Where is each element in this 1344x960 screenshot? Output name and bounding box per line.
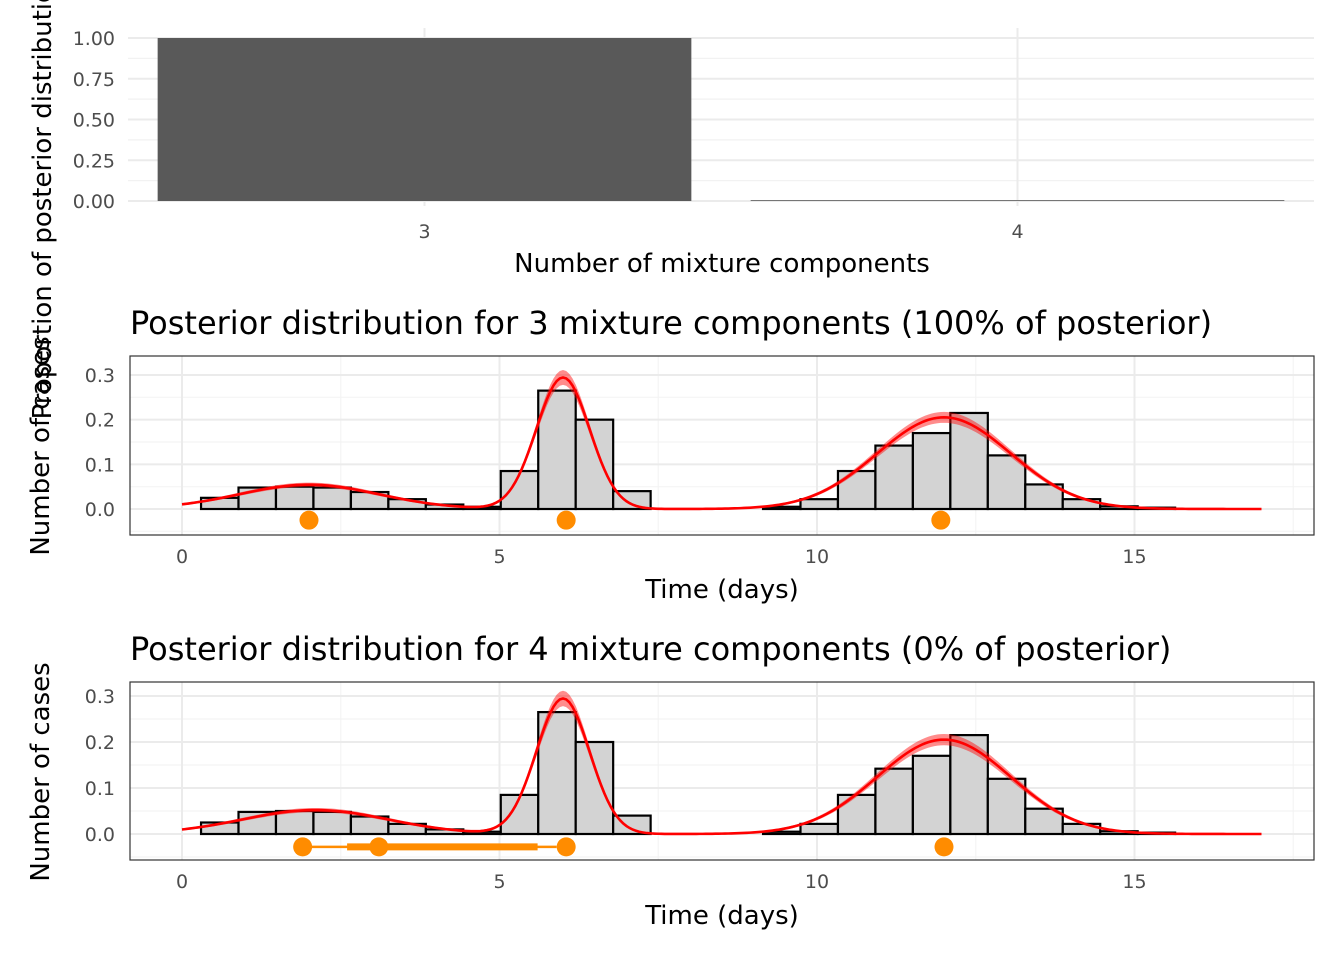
histogram-bar (799, 822, 840, 836)
histogram-bar (274, 485, 315, 511)
histogram-bar (312, 486, 353, 511)
posterior-4-components-panel: Posterior distribution for 4 mixture com… (26, 630, 1315, 931)
panel-4-title: Posterior distribution for 4 mixture com… (130, 630, 1171, 668)
peak-marker (931, 510, 951, 530)
x-tick-label: 3 (418, 221, 430, 243)
panel-4-x-ticks: 0 5 10 15 (176, 871, 1147, 893)
peak-marker (369, 837, 389, 857)
y-tick-label: 0.25 (73, 150, 115, 172)
histogram-bar (499, 793, 540, 836)
posterior-3-components-panel: Posterior distribution for 3 mixture com… (26, 304, 1315, 605)
histogram-bar (612, 814, 652, 836)
y-tick-label: 1.00 (73, 28, 115, 50)
histogram-bar (1024, 483, 1064, 511)
histogram-bar (1024, 807, 1064, 836)
x-tick-label: 5 (493, 871, 505, 893)
panel-3-border (129, 355, 1315, 536)
y-tick-label: 0.3 (85, 686, 115, 708)
panel-4-x-axis-title: Time (days) (644, 901, 799, 931)
y-tick-label: 0.0 (85, 499, 115, 521)
panel-4-y-ticks: 0.0 0.1 0.2 0.3 (85, 686, 115, 846)
panel-3-density (181, 369, 1262, 511)
y-tick-label: 0.0 (85, 824, 115, 846)
density-line (181, 376, 1262, 511)
x-tick-label: 10 (805, 871, 829, 893)
panel-4-border (129, 681, 1315, 861)
x-tick-label: 15 (1122, 546, 1146, 568)
y-tick-label: 0.00 (73, 191, 115, 213)
panel-3-markers (299, 510, 951, 530)
panel-4-y-axis-title: Number of cases (26, 662, 56, 881)
x-tick-label: 0 (176, 871, 188, 893)
bar-chart-bars (157, 38, 1285, 201)
histogram-bar (312, 810, 353, 836)
y-tick-label: 0.50 (73, 110, 115, 132)
y-tick-label: 0.1 (85, 778, 115, 800)
panel-4-density (181, 690, 1262, 836)
y-tick-label: 0.3 (85, 365, 115, 387)
bar-4 (750, 200, 1285, 201)
panel-3-x-ticks: 0 5 10 15 (176, 546, 1147, 568)
y-tick-label: 0.2 (85, 732, 115, 754)
histogram-bar (874, 767, 914, 836)
histogram-bar (574, 418, 615, 511)
panel-4-markers (293, 837, 954, 857)
panel-3-y-ticks: 0.0 0.1 0.2 0.3 (85, 365, 115, 521)
y-tick-label: 0.75 (73, 69, 115, 91)
peak-marker (293, 837, 313, 857)
bar-chart-y-ticks: 0.00 0.25 0.50 0.75 1.00 (73, 28, 115, 213)
bar-3 (157, 38, 692, 201)
peak-marker (556, 510, 576, 530)
histogram-bar (911, 754, 952, 836)
peak-marker (299, 510, 319, 530)
bar-chart-y-axis-title: Proportion of posterior distribution (28, 0, 58, 419)
histogram-bar (986, 777, 1027, 836)
density-line (181, 697, 1262, 836)
peak-marker (934, 837, 954, 857)
y-tick-label: 0.1 (85, 454, 115, 476)
histogram-bar (836, 469, 877, 511)
panel-3-title: Posterior distribution for 3 mixture com… (130, 304, 1212, 342)
histogram-bar (986, 454, 1027, 511)
x-tick-label: 0 (176, 546, 188, 568)
panel-3-x-axis-title: Time (days) (644, 575, 799, 605)
histogram-bar (911, 431, 952, 511)
histogram-bar (574, 740, 615, 836)
bar-chart-x-axis-title: Number of mixture components (514, 249, 930, 279)
y-tick-label: 0.2 (85, 410, 115, 432)
x-tick-label: 5 (493, 546, 505, 568)
x-tick-label: 15 (1122, 871, 1146, 893)
histogram-bar (949, 411, 989, 511)
histogram-bar (874, 444, 914, 511)
histogram-bar (799, 498, 840, 511)
x-tick-label: 4 (1011, 221, 1023, 243)
histogram-bar (836, 793, 877, 836)
x-tick-label: 10 (805, 546, 829, 568)
histogram-bar (537, 389, 577, 511)
peak-marker (556, 837, 576, 857)
histogram-bar (612, 490, 652, 511)
histogram-bar (949, 733, 989, 836)
panel-3-y-axis-title: Number of cases (26, 336, 56, 555)
